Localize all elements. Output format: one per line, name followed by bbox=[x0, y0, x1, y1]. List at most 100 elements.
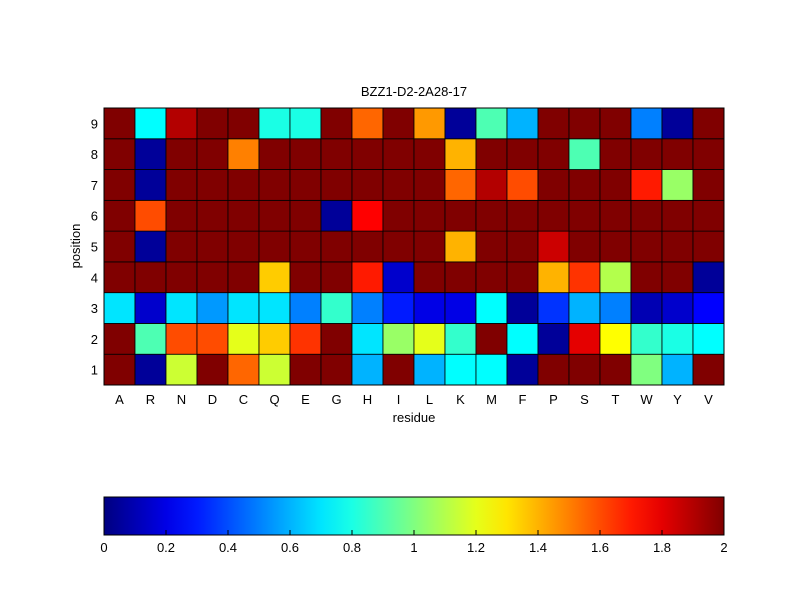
heatmap-cell-C-8 bbox=[227, 138, 260, 170]
heatmap-cell-S-3 bbox=[568, 292, 601, 324]
y-tick-label: 1 bbox=[91, 363, 98, 378]
heatmap-cell-H-8 bbox=[351, 138, 384, 170]
heatmap-cell-A-5 bbox=[103, 230, 136, 263]
heatmap-cell-T-4 bbox=[599, 261, 632, 294]
heatmap-cell-M-8 bbox=[475, 138, 508, 170]
heatmap-cell-C-3 bbox=[227, 292, 260, 324]
colorbar-tick-label: 1 bbox=[410, 540, 417, 555]
heatmap-cell-G-7 bbox=[320, 169, 353, 201]
heatmap-cell-S-1 bbox=[568, 353, 601, 386]
heatmap-cell-Q-9 bbox=[258, 107, 291, 140]
heatmap-cell-V-2 bbox=[692, 323, 725, 355]
x-tick-label: A bbox=[115, 392, 124, 407]
heatmap-cell-A-6 bbox=[103, 199, 136, 232]
heatmap-cell-T-3 bbox=[599, 292, 632, 324]
colorbar-tick-label: 0 bbox=[100, 540, 107, 555]
heatmap-cell-H-9 bbox=[351, 107, 384, 140]
heatmap-cell-M-3 bbox=[475, 292, 508, 324]
x-tick-label: C bbox=[239, 392, 248, 407]
heatmap-cell-W-5 bbox=[630, 230, 663, 263]
heatmap-cell-N-1 bbox=[165, 353, 198, 386]
heatmap-cell-M-7 bbox=[475, 169, 508, 201]
heatmap-cell-L-2 bbox=[413, 323, 446, 355]
heatmap-cell-P-4 bbox=[537, 261, 570, 294]
heatmap-cell-I-7 bbox=[382, 169, 415, 201]
x-tick-label: M bbox=[486, 392, 497, 407]
heatmap-cell-Q-2 bbox=[258, 323, 291, 355]
heatmap-cell-N-6 bbox=[165, 199, 198, 232]
heatmap-cell-E-1 bbox=[289, 353, 322, 386]
heatmap-cell-Y-2 bbox=[661, 323, 694, 355]
heatmap-cell-I-9 bbox=[382, 107, 415, 140]
x-tick-label: H bbox=[363, 392, 372, 407]
y-tick-label: 6 bbox=[91, 209, 98, 224]
heatmap-cell-V-7 bbox=[692, 169, 725, 201]
heatmap-cell-C-7 bbox=[227, 169, 260, 201]
heatmap-cell-H-1 bbox=[351, 353, 384, 386]
heatmap-cell-K-3 bbox=[444, 292, 477, 324]
heatmap-cell-A-3 bbox=[103, 292, 136, 324]
heatmap-cell-T-5 bbox=[599, 230, 632, 263]
heatmap-cell-N-2 bbox=[165, 323, 198, 355]
heatmap-cell-E-3 bbox=[289, 292, 322, 324]
heatmap-cell-R-6 bbox=[134, 199, 167, 232]
heatmap-cell-F-7 bbox=[506, 169, 539, 201]
colorbar-tick-label: 0.2 bbox=[157, 540, 175, 555]
heatmap-cell-A-4 bbox=[103, 261, 136, 294]
heatmap-cell-D-2 bbox=[196, 323, 229, 355]
x-tick-label: Q bbox=[269, 392, 279, 407]
heatmap-cell-Q-1 bbox=[258, 353, 291, 386]
heatmap-cell-C-2 bbox=[227, 323, 260, 355]
heatmap-cell-E-7 bbox=[289, 169, 322, 201]
heatmap-cell-K-2 bbox=[444, 323, 477, 355]
heatmap-cell-R-9 bbox=[134, 107, 167, 140]
heatmap-cell-D-6 bbox=[196, 199, 229, 232]
heatmap-cell-N-5 bbox=[165, 230, 198, 263]
heatmap-cell-M-6 bbox=[475, 199, 508, 232]
heatmap-cell-K-8 bbox=[444, 138, 477, 170]
colorbar-tick-label: 2 bbox=[720, 540, 727, 555]
heatmap-cell-R-2 bbox=[134, 323, 167, 355]
heatmap-cell-I-6 bbox=[382, 199, 415, 232]
heatmap-cell-P-2 bbox=[537, 323, 570, 355]
heatmap-cell-R-5 bbox=[134, 230, 167, 263]
heatmap-cell-T-1 bbox=[599, 353, 632, 386]
heatmap-cell-H-2 bbox=[351, 323, 384, 355]
colorbar bbox=[103, 496, 725, 536]
x-tick-label: R bbox=[146, 392, 155, 407]
heatmap-cell-M-4 bbox=[475, 261, 508, 294]
heatmap-cell-P-5 bbox=[537, 230, 570, 263]
heatmap-cell-F-8 bbox=[506, 138, 539, 170]
plot-frame bbox=[103, 107, 725, 386]
heatmap-cell-N-4 bbox=[165, 261, 198, 294]
heatmap-cell-L-8 bbox=[413, 138, 446, 170]
heatmap-cell-C-4 bbox=[227, 261, 260, 294]
heatmap-cell-R-1 bbox=[134, 353, 167, 386]
y-tick-label: 4 bbox=[91, 270, 98, 285]
heatmap-cell-R-4 bbox=[134, 261, 167, 294]
heatmap-cell-S-2 bbox=[568, 323, 601, 355]
heatmap-cell-P-6 bbox=[537, 199, 570, 232]
heatmap-cell-P-7 bbox=[537, 169, 570, 201]
heatmap-cell-W-9 bbox=[630, 107, 663, 140]
y-tick-label: 5 bbox=[91, 240, 98, 255]
heatmap-cell-K-5 bbox=[444, 230, 477, 263]
x-tick-label: F bbox=[519, 392, 527, 407]
heatmap-cell-W-7 bbox=[630, 169, 663, 201]
heatmap-cell-V-8 bbox=[692, 138, 725, 170]
heatmap-cell-P-1 bbox=[537, 353, 570, 386]
heatmap-cell-W-3 bbox=[630, 292, 663, 324]
heatmap-cell-T-7 bbox=[599, 169, 632, 201]
heatmap-cell-F-1 bbox=[506, 353, 539, 386]
heatmap-cell-E-9 bbox=[289, 107, 322, 140]
heatmap-cell-C-9 bbox=[227, 107, 260, 140]
x-tick-label: K bbox=[456, 392, 465, 407]
heatmap-cell-V-3 bbox=[692, 292, 725, 324]
heatmap-cell-Y-9 bbox=[661, 107, 694, 140]
colorbar-tick-label: 1.2 bbox=[467, 540, 485, 555]
y-tick-label: 8 bbox=[91, 147, 98, 162]
x-tick-label: T bbox=[612, 392, 620, 407]
heatmap-cell-F-3 bbox=[506, 292, 539, 324]
